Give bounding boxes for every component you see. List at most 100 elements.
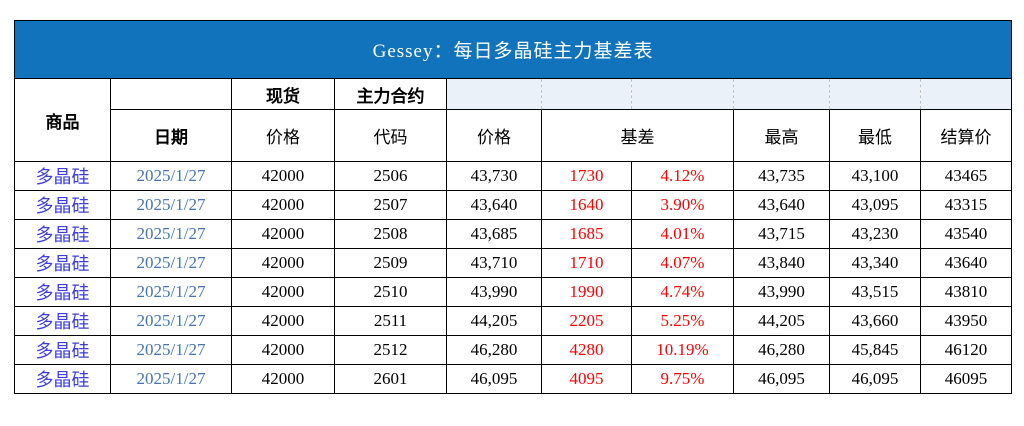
- high-cell: 44,205: [733, 306, 830, 336]
- spot-price-cell: 42000: [231, 364, 335, 394]
- col-header-contract-code: 代码: [334, 109, 447, 162]
- basis-value-cell: 1710: [541, 248, 632, 278]
- basis-value-cell: 4280: [541, 335, 632, 365]
- high-cell: 43,640: [733, 190, 830, 220]
- table-body: 多晶硅 2025/1/27 42000 2506 43,730 1730 4.1…: [14, 161, 1013, 394]
- data-row: 多晶硅 2025/1/27 42000 2511 44,205 2205 5.2…: [14, 306, 1013, 336]
- high-cell: 43,715: [733, 219, 830, 249]
- col-group-spot: 现货: [231, 78, 335, 110]
- futures-price-cell: 46,095: [446, 364, 542, 394]
- commodity-cell: 多晶硅: [14, 335, 111, 365]
- basis-value-cell: 1730: [541, 161, 632, 191]
- col-header-high: 最高: [733, 109, 830, 162]
- date-cell: 2025/1/27: [110, 219, 232, 249]
- date-cell: 2025/1/27: [110, 306, 232, 336]
- header-band-cell: [631, 78, 734, 110]
- futures-price-cell: 46,280: [446, 335, 542, 365]
- basis-percent-cell: 3.90%: [631, 190, 734, 220]
- header-band-cell: [446, 78, 542, 110]
- basis-percent-cell: 4.07%: [631, 248, 734, 278]
- header-group-row: 商品 现货 主力合约: [14, 78, 1013, 162]
- commodity-cell: 多晶硅: [14, 364, 111, 394]
- settlement-cell: 43315: [919, 190, 1013, 220]
- date-cell: 2025/1/27: [110, 364, 232, 394]
- col-header-basis: 基差: [541, 109, 734, 162]
- commodity-cell: 多晶硅: [14, 219, 111, 249]
- col-header-commodity: 商品: [14, 78, 111, 162]
- high-cell: 43,840: [733, 248, 830, 278]
- basis-percent-cell: 9.75%: [631, 364, 734, 394]
- low-cell: 43,340: [829, 248, 921, 278]
- date-cell: 2025/1/27: [110, 161, 232, 191]
- spot-price-cell: 42000: [231, 248, 335, 278]
- high-cell: 43,735: [733, 161, 830, 191]
- data-row: 多晶硅 2025/1/27 42000 2506 43,730 1730 4.1…: [14, 161, 1013, 191]
- low-cell: 45,845: [829, 335, 921, 365]
- futures-price-cell: 43,730: [446, 161, 542, 191]
- col-header-spot-price: 价格: [231, 109, 335, 162]
- low-cell: 43,515: [829, 277, 921, 307]
- spot-price-cell: 42000: [231, 161, 335, 191]
- data-row: 多晶硅 2025/1/27 42000 2512 46,280 4280 10.…: [14, 335, 1013, 365]
- basis-value-cell: 2205: [541, 306, 632, 336]
- data-row: 多晶硅 2025/1/27 42000 2510 43,990 1990 4.7…: [14, 277, 1013, 307]
- contract-code-cell: 2509: [334, 248, 447, 278]
- futures-price-cell: 43,640: [446, 190, 542, 220]
- basis-percent-cell: 4.74%: [631, 277, 734, 307]
- contract-code-cell: 2510: [334, 277, 447, 307]
- basis-percent-cell: 4.01%: [631, 219, 734, 249]
- settlement-cell: 43810: [919, 277, 1013, 307]
- commodity-cell: 多晶硅: [14, 277, 111, 307]
- spot-price-cell: 42000: [231, 277, 335, 307]
- futures-price-cell: 43,710: [446, 248, 542, 278]
- settlement-cell: 46095: [919, 364, 1013, 394]
- table-title: Gessey：每日多晶硅主力基差表: [13, 20, 1013, 79]
- basis-value-cell: 4095: [541, 364, 632, 394]
- high-cell: 46,280: [733, 335, 830, 365]
- settlement-cell: 46120: [919, 335, 1013, 365]
- data-row: 多晶硅 2025/1/27 42000 2508 43,685 1685 4.0…: [14, 219, 1013, 249]
- col-header-futures-price: 价格: [446, 109, 542, 162]
- high-cell: 43,990: [733, 277, 830, 307]
- basis-value-cell: 1685: [541, 219, 632, 249]
- daily-basis-table: Gessey：每日多晶硅主力基差表 商品 现货 主力合约 日期 价格 代码 价格…: [13, 20, 1013, 394]
- header-band-cell: [829, 78, 921, 110]
- commodity-cell: 多晶硅: [14, 306, 111, 336]
- low-cell: 43,100: [829, 161, 921, 191]
- date-cell: 2025/1/27: [110, 248, 232, 278]
- col-header-date: 日期: [110, 109, 232, 162]
- low-cell: 43,660: [829, 306, 921, 336]
- data-row: 多晶硅 2025/1/27 42000 2509 43,710 1710 4.0…: [14, 248, 1013, 278]
- col-group-main-contract: 主力合约: [334, 78, 447, 110]
- settlement-cell: 43950: [919, 306, 1013, 336]
- contract-code-cell: 2512: [334, 335, 447, 365]
- data-row: 多晶硅 2025/1/27 42000 2507 43,640 1640 3.9…: [14, 190, 1013, 220]
- commodity-cell: 多晶硅: [14, 161, 111, 191]
- low-cell: 43,230: [829, 219, 921, 249]
- basis-value-cell: 1640: [541, 190, 632, 220]
- spot-price-cell: 42000: [231, 306, 335, 336]
- commodity-cell: 多晶硅: [14, 190, 111, 220]
- header-band-cell: [733, 78, 830, 110]
- basis-percent-cell: 5.25%: [631, 306, 734, 336]
- header-band-cell: [919, 78, 1013, 110]
- date-cell: 2025/1/27: [110, 190, 232, 220]
- header-field-row: 日期 价格 代码 价格 基差 最高 最低 结算价: [15, 109, 1013, 162]
- settlement-cell: 43465: [919, 161, 1013, 191]
- contract-code-cell: 2507: [334, 190, 447, 220]
- header-empty-above-date: [110, 78, 232, 110]
- contract-code-cell: 2506: [334, 161, 447, 191]
- header-band-cell: [541, 78, 632, 110]
- futures-price-cell: 43,990: [446, 277, 542, 307]
- settlement-cell: 43640: [919, 248, 1013, 278]
- basis-percent-cell: 10.19%: [631, 335, 734, 365]
- low-cell: 46,095: [829, 364, 921, 394]
- basis-value-cell: 1990: [541, 277, 632, 307]
- col-header-settlement: 结算价: [919, 109, 1013, 162]
- futures-price-cell: 44,205: [446, 306, 542, 336]
- date-cell: 2025/1/27: [110, 277, 232, 307]
- col-header-low: 最低: [829, 109, 921, 162]
- low-cell: 43,095: [829, 190, 921, 220]
- contract-code-cell: 2508: [334, 219, 447, 249]
- spreadsheet-page: Gessey：每日多晶硅主力基差表 商品 现货 主力合约 日期 价格 代码 价格…: [13, 20, 1013, 394]
